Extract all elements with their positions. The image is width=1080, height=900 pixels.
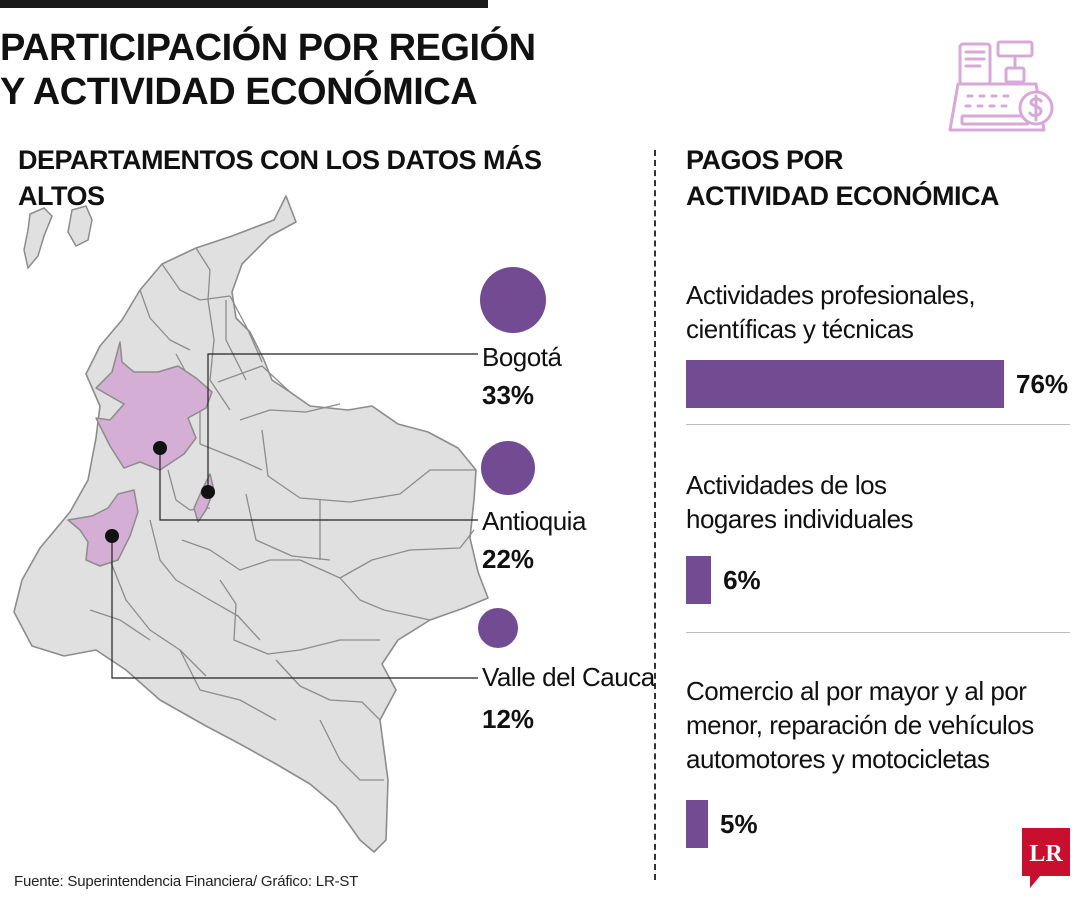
marker-antioquia bbox=[153, 441, 167, 455]
title-line-1: PARTICIPACIÓN POR REGIÓN bbox=[0, 27, 536, 69]
payments-heading-line-2: ACTIVIDAD ECONÓMICA bbox=[686, 181, 1000, 211]
payments-heading-line-1: PAGOS POR bbox=[686, 145, 844, 175]
marker-bogota bbox=[201, 485, 215, 499]
activity-label-professional: Actividades profesionales, científicas y… bbox=[686, 278, 1066, 346]
activity-separator bbox=[686, 424, 1070, 425]
region-value-bogota: 33% bbox=[482, 380, 535, 410]
page-title: PARTICIPACIÓN POR REGIÓN Y ACTIVIDAD ECO… bbox=[0, 26, 700, 114]
activity-value-households: 6% bbox=[723, 565, 761, 595]
region-name-valle-del-cauca: Valle del Cauca bbox=[482, 662, 655, 692]
region-value-antioquia: 22% bbox=[482, 544, 535, 574]
marker-valle-del-cauca bbox=[105, 529, 119, 543]
location-markers bbox=[105, 441, 215, 543]
region-name-antioquia: Antioquia bbox=[482, 506, 586, 536]
bubble-antioquia bbox=[481, 441, 535, 495]
activity-label-line: Actividades profesionales, bbox=[686, 280, 976, 310]
activity-label-households: Actividades de los hogares individuales bbox=[686, 468, 1066, 536]
activity-bar-professional bbox=[686, 360, 1004, 408]
top-rule bbox=[0, 0, 488, 8]
activity-label-line: Actividades de los bbox=[686, 470, 887, 500]
lr-logo-icon: LR bbox=[1022, 828, 1070, 888]
country-outline bbox=[13, 195, 489, 853]
column-divider bbox=[654, 150, 656, 880]
caribbean-islands bbox=[23, 205, 93, 270]
activity-label-line: automotores y motocicletas bbox=[686, 744, 990, 774]
activity-label-commerce: Comercio al por mayor y al por menor, re… bbox=[686, 674, 1066, 776]
activity-label-line: hogares individuales bbox=[686, 504, 914, 534]
activity-label-line: menor, reparación de vehículos bbox=[686, 710, 1034, 740]
cash-register-icon bbox=[948, 40, 1054, 132]
activity-value-professional: 76% bbox=[1016, 369, 1069, 399]
antioquia-region bbox=[95, 341, 213, 471]
payments-heading: PAGOS POR ACTIVIDAD ECONÓMICA bbox=[686, 142, 1046, 214]
activity-value-commerce: 5% bbox=[720, 809, 758, 839]
activity-label-line: Comercio al por mayor y al por bbox=[686, 676, 1027, 706]
activity-separator bbox=[686, 632, 1070, 633]
activity-bar-commerce bbox=[686, 800, 708, 848]
region-name-bogota: Bogotá bbox=[482, 342, 562, 372]
valle-del-cauca-region bbox=[67, 489, 139, 567]
leader-lines bbox=[111, 353, 478, 679]
activity-label-line: científicas y técnicas bbox=[686, 314, 914, 344]
title-line-2: Y ACTIVIDAD ECONÓMICA bbox=[0, 71, 478, 113]
map-heading: DEPARTAMENTOS CON LOS DATOS MÁS ALTOS bbox=[18, 145, 542, 211]
logo-text: LR bbox=[1029, 841, 1063, 867]
activity-bar-households bbox=[686, 556, 712, 604]
colombia-map bbox=[13, 195, 489, 853]
bubble-bogota bbox=[480, 267, 546, 333]
source-note: Fuente: Superintendencia Financiera/ Grá… bbox=[14, 873, 359, 890]
bubble-valle-del-cauca bbox=[478, 608, 518, 648]
region-value-valle-del-cauca: 12% bbox=[482, 704, 535, 734]
